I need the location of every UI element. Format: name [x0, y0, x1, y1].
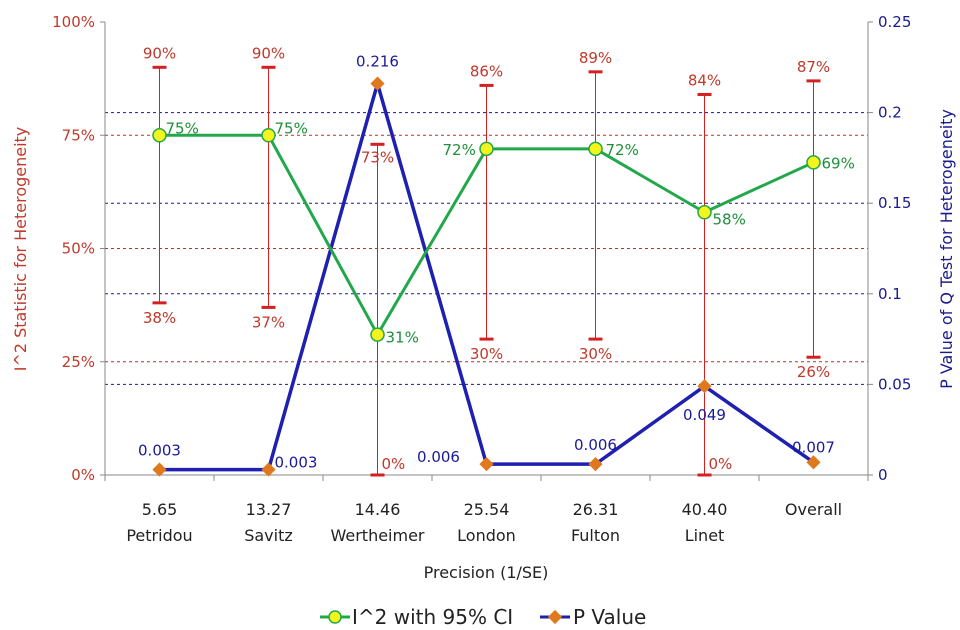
x-tick-label-precision: 26.31: [573, 500, 619, 519]
x-tick-label-precision: 40.40: [682, 500, 728, 519]
i2-marker: [152, 128, 167, 143]
y-left-tick-label: 50%: [62, 240, 95, 258]
p-value-marker: [370, 76, 385, 91]
p-value-label: 0.006: [417, 448, 460, 466]
x-tick-label-precision: 5.65: [142, 500, 178, 519]
ci-upper-label: 73%: [361, 148, 394, 166]
y-right-tick-label: 0: [878, 466, 888, 484]
i2-marker: [479, 141, 494, 157]
i2-value-label: 75%: [275, 119, 308, 137]
i2-value-label: 72%: [606, 141, 639, 159]
x-tick-label-study: Wertheimer: [330, 526, 424, 545]
y-left-tick-label: 100%: [52, 13, 95, 31]
p-value-marker: [697, 379, 712, 394]
i2-marker: [370, 327, 385, 342]
ci-lower-label: 38%: [143, 309, 176, 327]
legend: I^2 with 95% CI P Value: [320, 605, 646, 629]
p-value-label: 0.049: [683, 406, 726, 424]
ci-lower-label: 0%: [709, 455, 733, 473]
x-tick-label-precision: 13.27: [246, 500, 292, 519]
ci-upper-label: 90%: [252, 44, 285, 62]
x-tick-label-study: Overall: [785, 500, 842, 519]
p-value-marker: [479, 457, 494, 472]
ci-upper-label: 86%: [470, 62, 503, 80]
i2-marker: [261, 128, 276, 143]
i2-value-label: 31%: [386, 329, 419, 347]
y-right-tick-label: 0.05: [878, 375, 911, 393]
ci-upper-label: 89%: [579, 49, 612, 67]
p-value-series: [152, 76, 821, 477]
ci-upper-label: 87%: [797, 58, 830, 76]
i2-marker: [697, 205, 712, 220]
ci-lower-label: 30%: [579, 345, 612, 363]
p-value-label: 0.006: [574, 436, 617, 454]
y-axis-right-title: P Value of Q Test for Heterogeneity: [937, 109, 956, 389]
confidence-intervals: [152, 65, 821, 477]
data-labels: 90% 38% 90% 37% 73% 0% 86% 30% 89% 30% 84% 0% 87% 26%…: [138, 44, 855, 473]
x-tick-label-precision: 14.46: [355, 500, 401, 519]
legend-i2-label: I^2 with 95% CI: [352, 605, 513, 629]
p-value-marker: [806, 455, 821, 470]
i2-value-label: 58%: [713, 210, 746, 228]
y-right-tick-label: 0.25: [878, 13, 911, 31]
ci-upper-label: 84%: [688, 71, 721, 89]
p-value-label: 0.003: [138, 442, 181, 460]
y-left-tick-label: 75%: [62, 126, 95, 144]
legend-p-label: P Value: [573, 605, 646, 629]
i2-value-label: 72%: [443, 141, 476, 159]
p-value-label: 0.216: [356, 53, 399, 71]
y-right-tick-label: 0.1: [878, 285, 902, 303]
x-tick-label-study: London: [457, 526, 516, 545]
x-tick-label-study: Linet: [685, 526, 725, 545]
p-value-marker: [588, 457, 603, 472]
p-value-marker: [152, 462, 167, 477]
ci-lower-label: 26%: [797, 363, 830, 381]
y-axis-left-title: I^2 Statistic for Heterogeneity: [11, 127, 30, 372]
i2-marker: [588, 141, 603, 157]
legend-i2-marker: [328, 610, 342, 624]
x-tick-label-study: Fulton: [571, 526, 620, 545]
axes: 0% 25% 50% 75% 100% 0 0.05 0.1 0.15 0.2 0.25 5.65 Pe…: [52, 13, 911, 545]
y-left-tick-label: 0%: [71, 466, 95, 484]
x-axis-title: Precision (1/SE): [424, 563, 549, 582]
ci-lower-label: 37%: [252, 313, 285, 331]
ci-lower-label: 30%: [470, 345, 503, 363]
i2-series: [152, 128, 821, 342]
x-tick-label-study: Petridou: [126, 526, 192, 545]
i2-value-label: 69%: [822, 154, 855, 172]
i2-value-label: 75%: [166, 119, 199, 137]
ci-lower-label: 0%: [382, 455, 406, 473]
legend-p-marker: [547, 609, 563, 625]
i2-marker: [806, 155, 821, 170]
ci-upper-label: 90%: [143, 44, 176, 62]
y-left-tick-label: 25%: [62, 353, 95, 371]
x-tick-label-precision: 25.54: [464, 500, 510, 519]
p-value-label: 0.003: [275, 454, 318, 472]
y-right-tick-label: 0.2: [878, 104, 902, 122]
p-value-label: 0.007: [792, 438, 835, 456]
x-tick-label-study: Savitz: [244, 526, 293, 545]
p-value-marker: [261, 462, 276, 477]
y-right-tick-label: 0.15: [878, 194, 911, 212]
